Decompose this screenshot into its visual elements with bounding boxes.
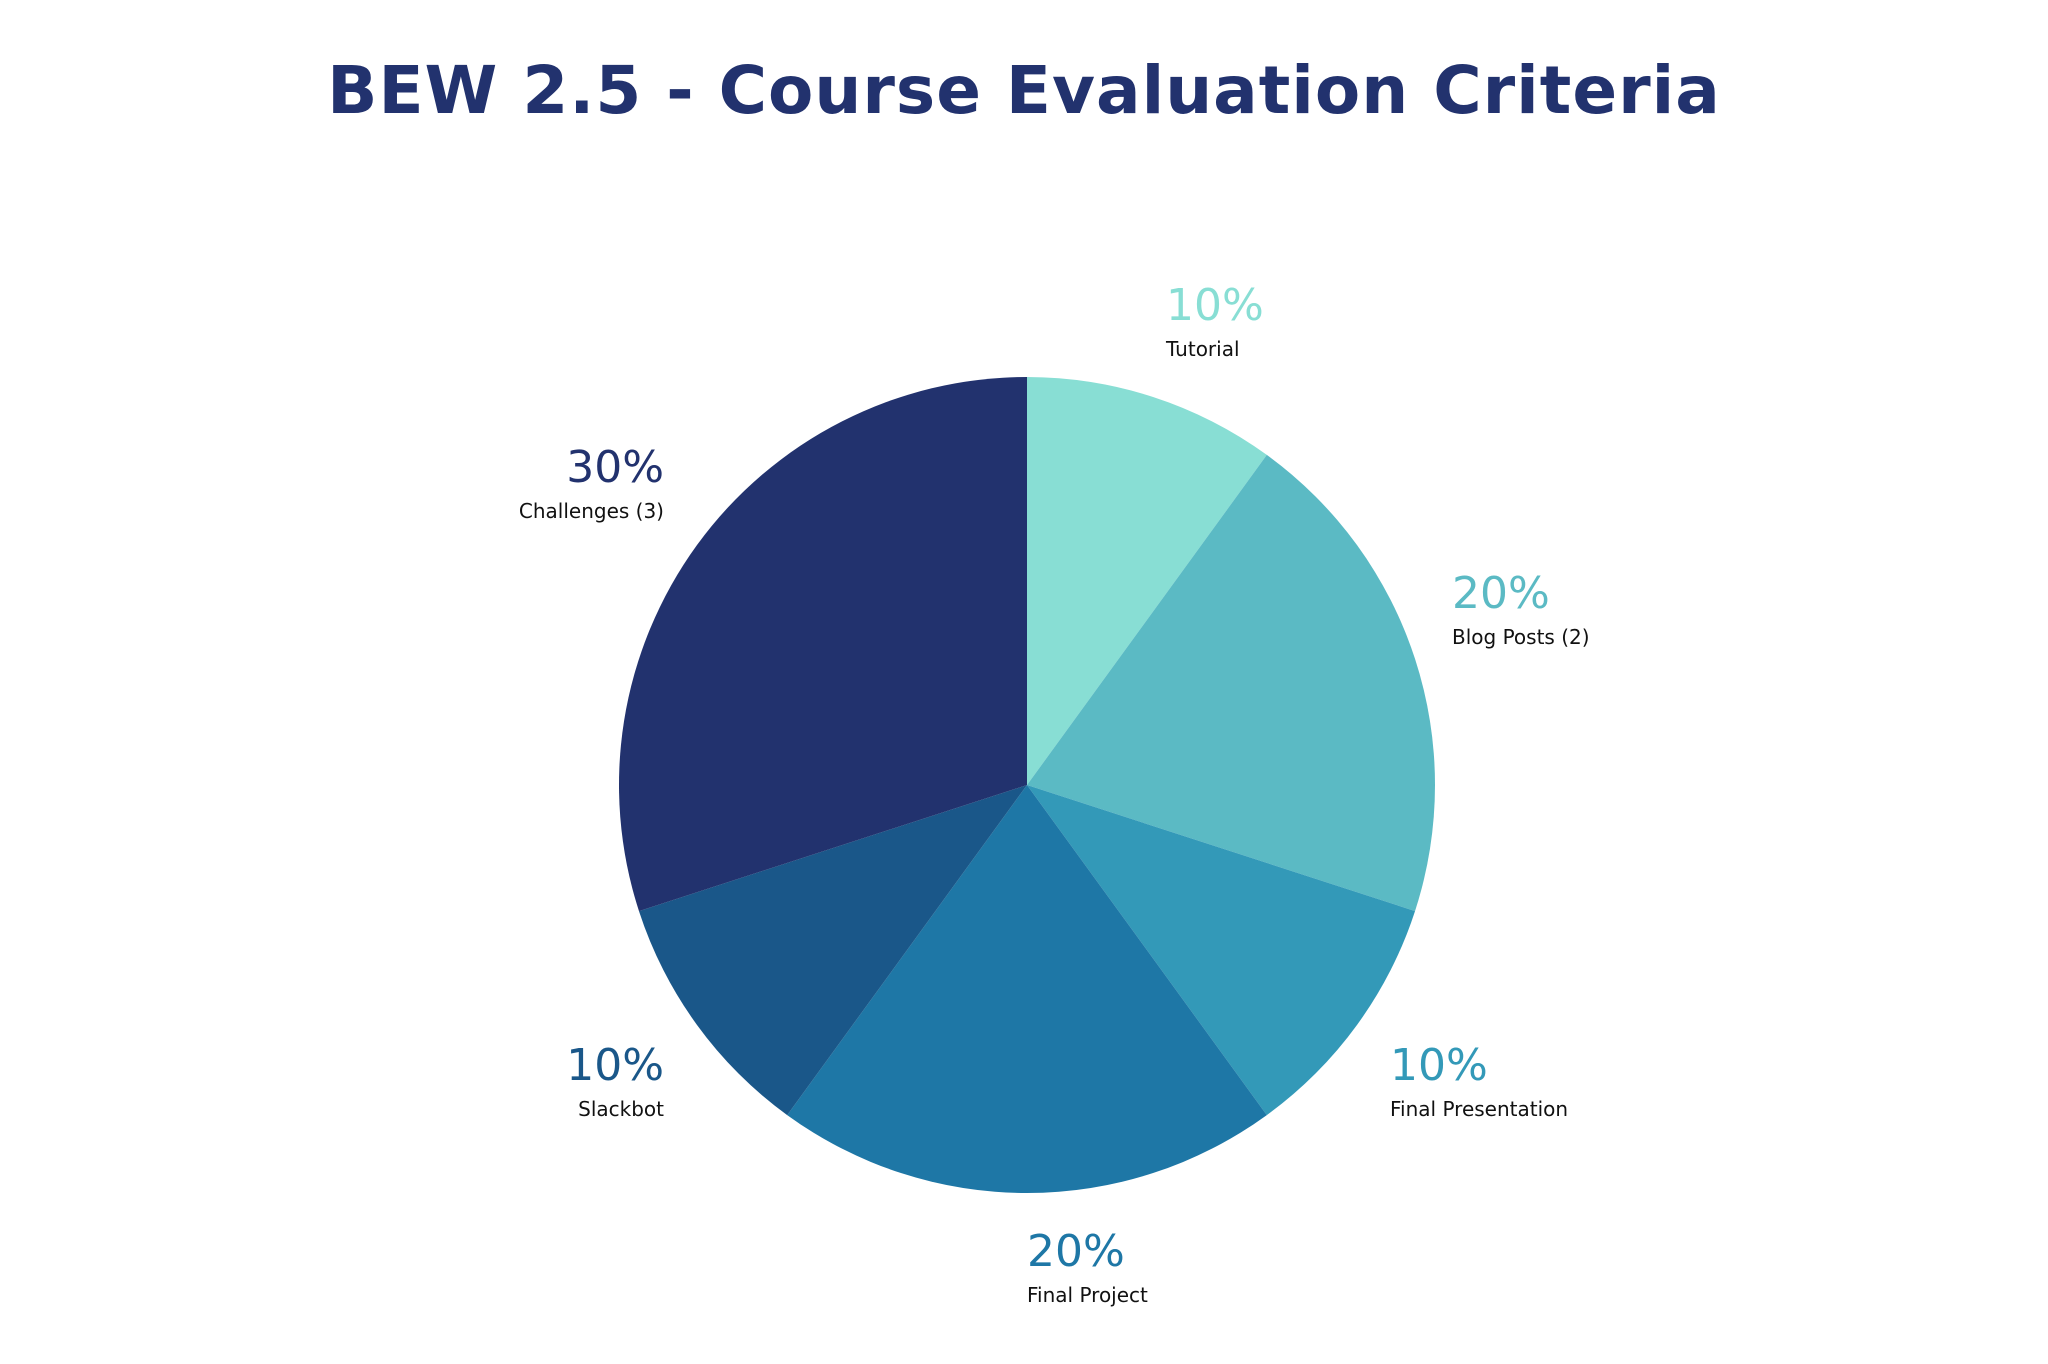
pie-slice-final-presentation — [1027, 785, 1416, 1116]
pie-slice-tutorial — [1027, 377, 1267, 785]
name-label-slackbot: Slackbot — [578, 1097, 664, 1121]
value-label-final-presentation: 10% — [1390, 1040, 1488, 1091]
name-label-challenges: Challenges (3) — [518, 499, 664, 523]
name-label-final-presentation: Final Presentation — [1390, 1097, 1569, 1121]
name-label-blog-posts: Blog Posts (2) — [1452, 625, 1590, 649]
label-tutorial: 10% Tutorial — [1166, 282, 1264, 362]
value-label-challenges: 30% — [566, 442, 664, 493]
pie-slice-slackbot — [638, 785, 1027, 1116]
pie-slice-final-project — [787, 785, 1267, 1194]
label-final-presentation: 10% Final Presentation — [1390, 1042, 1568, 1122]
pie-slice-challenges — [618, 377, 1027, 912]
name-label-final-project: Final Project — [1027, 1283, 1148, 1307]
name-label-tutorial: Tutorial — [1166, 337, 1240, 361]
label-slackbot: 10% Slackbot — [566, 1042, 664, 1122]
pie-slice-blog-posts — [1027, 454, 1435, 912]
label-blog-posts: 20% Blog Posts (2) — [1452, 570, 1590, 650]
value-label-final-project: 20% — [1027, 1226, 1125, 1277]
value-label-slackbot: 10% — [566, 1040, 664, 1091]
value-label-tutorial: 10% — [1166, 280, 1264, 331]
pie-slices — [618, 377, 1435, 1194]
label-challenges: 30% Challenges (3) — [519, 444, 664, 524]
value-label-blog-posts: 20% — [1452, 568, 1550, 619]
label-final-project: 20% Final Project — [1027, 1228, 1148, 1308]
chart-title: BEW 2.5 - Course Evaluation Criteria — [327, 52, 1721, 129]
